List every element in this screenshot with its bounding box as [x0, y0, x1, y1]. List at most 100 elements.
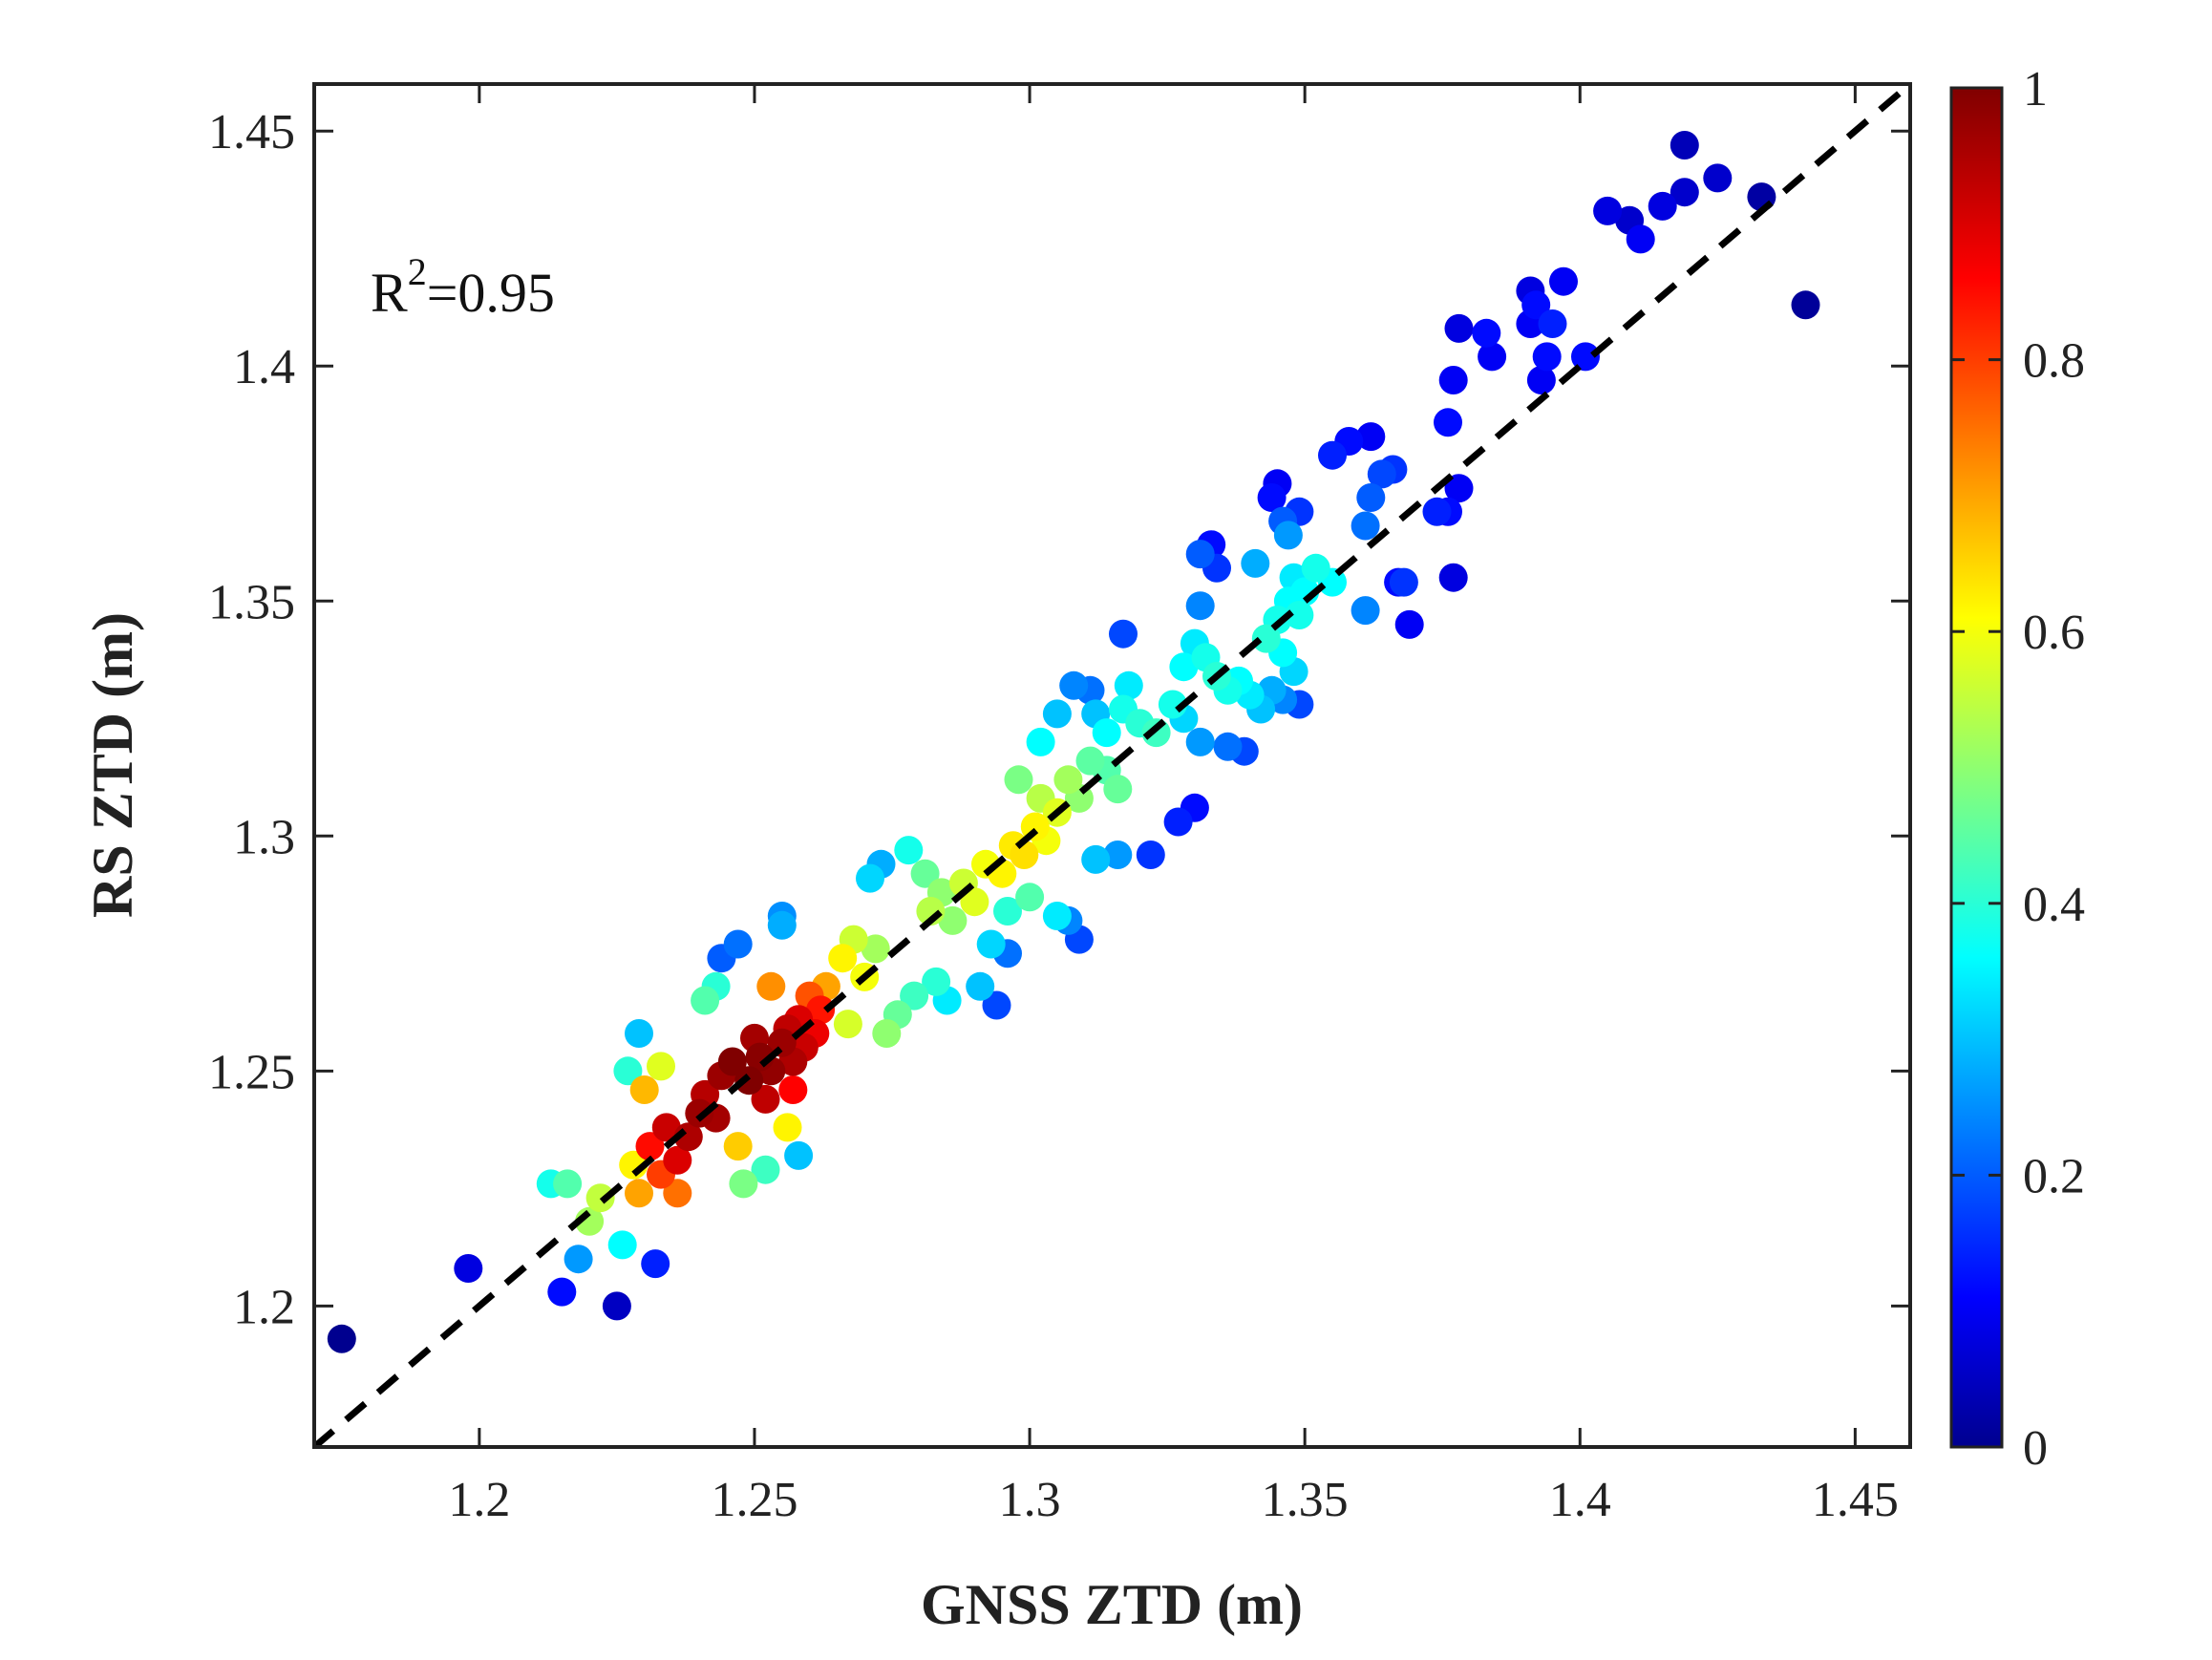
scatter-point [1670, 178, 1699, 207]
scatter-point [1059, 670, 1089, 700]
scatter-point [1241, 548, 1270, 578]
scatter-point [564, 1245, 593, 1274]
scatter-point [784, 1140, 814, 1170]
x-tick-label: 1.35 [1262, 1473, 1349, 1527]
scatter-point [1626, 224, 1655, 254]
scatter-point [960, 887, 989, 917]
scatter-point [454, 1254, 483, 1283]
scatter-point [602, 1291, 631, 1321]
y-axis-title: RS ZTD (m) [81, 612, 144, 918]
scatter-point [729, 1169, 758, 1199]
scatter-point [910, 859, 940, 888]
scatter-point [663, 1179, 692, 1208]
scatter-point [1301, 553, 1330, 583]
x-tick-label: 1.2 [448, 1473, 510, 1527]
scatter-point [1351, 511, 1380, 541]
y-tick-label: 1.45 [208, 105, 295, 160]
scatter-point [900, 981, 929, 1011]
x-tick-label: 1.3 [999, 1473, 1061, 1527]
scatter-point [751, 1084, 780, 1114]
scatter-point [1042, 902, 1072, 930]
scatter-point [1026, 727, 1055, 756]
scatter-point [773, 1113, 802, 1142]
scatter-point [982, 990, 1011, 1020]
y-tick-label: 1.35 [208, 575, 295, 629]
scatter-point [872, 1019, 902, 1048]
scatter-point [1367, 459, 1396, 489]
scatter-point [966, 971, 995, 1001]
scatter-point [635, 1132, 665, 1161]
colorbar-tick-label: 0.6 [2023, 606, 2085, 660]
scatter-point [1521, 290, 1551, 320]
scatter-point [1257, 483, 1287, 512]
scatter-point [976, 929, 1006, 959]
scatter-point [1163, 807, 1193, 837]
scatter-point [1670, 131, 1699, 160]
x-tick-label: 1.25 [711, 1473, 798, 1527]
scatter-point [1075, 746, 1105, 776]
scatter-point [723, 929, 753, 959]
colorbar-tick-label: 1 [2023, 62, 2048, 117]
scatter-point [734, 1066, 764, 1096]
scatter-point [894, 836, 924, 865]
colorbar-ticks: 0 0.2 0.4 0.6 0.8 1 [1951, 62, 2085, 1476]
x-tick-label: 1.45 [1812, 1473, 1899, 1527]
scatter-point [778, 1075, 808, 1104]
plot-frame [312, 82, 1912, 1449]
scatter-point [1185, 591, 1215, 621]
scatter-point [1703, 163, 1733, 193]
colorbar-tick-label: 0.8 [2023, 334, 2085, 389]
scatter-point [1042, 699, 1072, 729]
scatter-point [993, 897, 1022, 926]
scatter-point [1273, 521, 1303, 550]
scatter-point [1109, 619, 1138, 649]
scatter-point [828, 944, 858, 973]
scatter-point [1444, 313, 1474, 343]
colorbar-tick-label: 0.4 [2023, 878, 2085, 932]
scatter-point [1526, 366, 1556, 394]
reference-line [314, 84, 1910, 1447]
scatter-point [1356, 422, 1386, 452]
reference-line-layer [314, 84, 1910, 1447]
y-axis: 1.2 1.25 1.3 1.35 1.4 1.45 [208, 105, 1910, 1334]
scatter-point [691, 986, 720, 1015]
scatter-point [1185, 727, 1215, 756]
scatter-point [585, 1183, 615, 1213]
scatter-point [625, 1019, 653, 1048]
scatter-point [641, 1249, 670, 1279]
scatter-point [1444, 474, 1474, 503]
scatter-point [1114, 670, 1143, 700]
scatter-point [1053, 765, 1083, 795]
scatter-point [1213, 732, 1243, 761]
scatter-point [751, 1155, 780, 1184]
scatter-point [756, 971, 786, 1001]
scatter-point [1538, 309, 1567, 338]
scatter-point [1004, 765, 1033, 795]
x-axis: 1.2 1.25 1.3 1.35 1.4 1.45 [448, 84, 1899, 1527]
r-squared-annotation: R2=0.95 [371, 250, 555, 324]
r-squared-prefix: R [371, 262, 408, 324]
colorbar-tick-label: 0.2 [2023, 1149, 2085, 1203]
r-squared-superscript: 2 [408, 250, 427, 293]
scatter-point [1532, 342, 1562, 372]
scatter-point [1434, 408, 1462, 437]
scatter-point [613, 1056, 643, 1086]
scatter-point [553, 1169, 583, 1199]
scatter-point [1015, 883, 1045, 912]
scatter-point [723, 1132, 753, 1161]
scatter-point [629, 1075, 659, 1104]
scatter-point [1351, 596, 1380, 626]
scatter-point [1791, 290, 1820, 320]
scatter-point [1092, 718, 1121, 748]
scatter-point [922, 967, 951, 996]
scatter-point [625, 1179, 653, 1208]
y-tick-label: 1.3 [233, 810, 295, 864]
scatter-point [717, 1047, 747, 1076]
scatter-point [651, 1113, 681, 1142]
colorbar-tick-label: 0 [2023, 1421, 2048, 1476]
scatter-point [1103, 775, 1133, 804]
scatter-point [663, 1145, 692, 1175]
scatter-point [1593, 196, 1623, 225]
scatter-point [547, 1277, 577, 1307]
scatter-point [833, 1010, 862, 1039]
